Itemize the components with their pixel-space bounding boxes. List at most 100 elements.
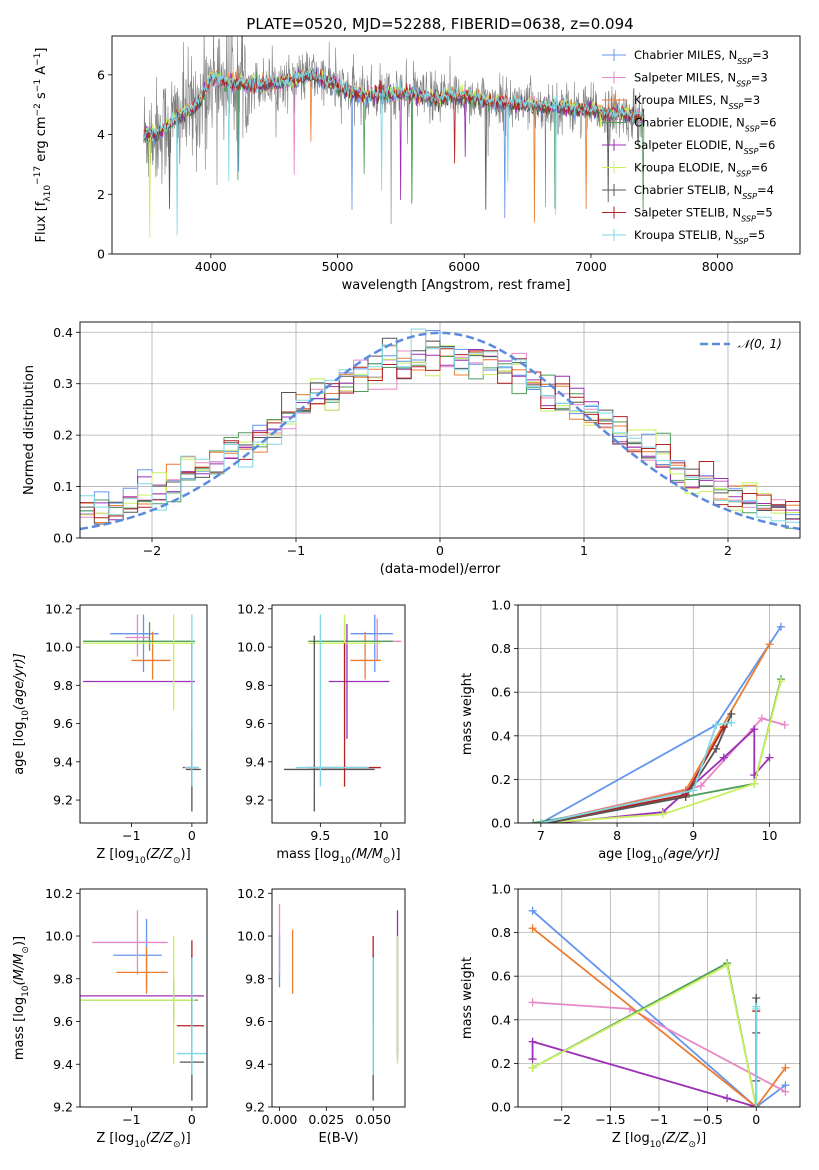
axes-frame (111, 35, 801, 255)
series-salpeter-elodie (531, 1040, 757, 1107)
x-tick-label: −1.5 (595, 1112, 625, 1127)
y-tick-label: 9.6 (53, 716, 73, 731)
y-tick-label: 1.0 (491, 882, 511, 897)
series-kroupa-stelib (540, 721, 732, 823)
x-tick-label: 0.000 (262, 1112, 298, 1127)
legend-label-salpeter-elodie: Salpeter ELODIE, NSSP=6 (634, 138, 775, 156)
panel-age-vs-Z: −1 09.29.49.69.810.010.2Z [log10(Z/Z⊙)]ag… (12, 601, 208, 866)
y-axis-label-part: (M/M (12, 954, 27, 986)
marker-kroupa-stelib (752, 1103, 761, 1107)
series-kroupa-elodie (540, 681, 782, 823)
legend-sub: SSP (734, 237, 749, 246)
x-axis-label-part: )] (181, 1131, 191, 1146)
axes-frame (79, 888, 208, 1108)
marker-salpeter-miles (528, 998, 537, 1007)
x-tick-label: −1 (287, 543, 305, 558)
x-axis-label-part: (M/M (351, 847, 383, 862)
marker-kroupa-miles (528, 924, 537, 933)
y-tick-label: 10.0 (237, 929, 265, 944)
x-tick-label: −0.5 (692, 1112, 722, 1127)
y-tick-label: 9.8 (245, 678, 265, 693)
y-tick-label: 10.0 (237, 640, 265, 655)
series-chabrier-elodie (532, 961, 758, 1107)
y-axis-label-part: λ (43, 196, 53, 202)
y-tick-label: 9.6 (53, 1014, 73, 1029)
x-tick-label: 0.050 (355, 1112, 391, 1127)
y-axis-label-part: ] (34, 48, 49, 53)
y-tick-label: 9.4 (245, 754, 265, 769)
x-axis-label-part: )] (696, 1131, 706, 1146)
legend-label-kroupa-elodie: Kroupa ELODIE, NSSP=6 (634, 161, 768, 179)
plot-area (518, 605, 800, 823)
plot-area (284, 614, 402, 812)
y-axis-label: mass weight (460, 673, 475, 755)
series-chabrier-miles (532, 910, 786, 1107)
axes-frame (79, 604, 208, 824)
x-axis-label-part: 10 (651, 856, 663, 866)
x-tick-label: 4000 (195, 259, 227, 274)
x-tick-label: −1 (650, 1112, 668, 1127)
x-axis-label-part: (Z/Z (146, 847, 174, 862)
marker-chabrier-stelib (544, 819, 553, 823)
marker-salpeter-miles (696, 781, 705, 790)
x-axis-label-part: Z [log (612, 1131, 650, 1146)
legend-sub: SSP (737, 57, 752, 66)
marker-salpeter-elodie (723, 1094, 732, 1103)
marker-kroupa-elodie (750, 779, 759, 788)
marker-chabrier-miles (528, 906, 537, 915)
marker-kroupa-elodie (528, 1063, 537, 1072)
x-axis-label-part: )] (181, 847, 191, 862)
y-tick-label: 10.2 (45, 601, 73, 616)
y-tick-label: 0.2 (491, 1056, 511, 1071)
panel-spectrum: 4000 5000 6000 7000 8000 0 2 4 6 wavelength [Angs… (33, 35, 801, 293)
y-tick-label: 9.2 (53, 1100, 73, 1115)
series-chabrier-miles (540, 626, 782, 823)
y-tick-label: 9.2 (53, 793, 73, 808)
x-axis-label-part: ⊙ (688, 1140, 696, 1150)
y-axis-label-part: (age/yr)] (12, 653, 27, 710)
marker-kroupa-elodie (776, 677, 785, 686)
y-tick-label: 9.2 (245, 1100, 265, 1115)
marker-salpeter-miles (757, 714, 766, 723)
x-axis-label-part: ⊙ (173, 856, 181, 866)
y-tick-label: 2 (97, 187, 105, 202)
x-axis-label-part: (age/yr)] (663, 847, 720, 862)
legend-label-chabrier-stelib: Chabrier STELIB, NSSP=4 (634, 183, 774, 201)
x-axis-label-part: 10 (340, 856, 352, 866)
panel-weight-vs-Z: −2 −1.5 −1 −0.5 0 0.0 0.2 0.4 0.6 0.8 1.0 Z [log10(… (460, 882, 801, 1150)
y-axis-label: age [log10(age/yr)] (12, 653, 31, 775)
marker-salpeter-miles (781, 1087, 790, 1096)
y-tick-label: 0.8 (491, 925, 511, 940)
x-tick-label: 10 (373, 828, 389, 843)
marker-kroupa-stelib (727, 718, 736, 727)
x-tick-label: 9.5 (310, 828, 330, 843)
y-tick-label: 0.8 (491, 641, 511, 656)
y-axis-label: Flux [fλ10−17 erg cm−2 s−1 A−1] (33, 48, 53, 243)
figure-title: PLATE=0520, MJD=52288, FIBERID=0638, z=0… (246, 15, 633, 33)
y-axis-label-part: ⊙ (21, 946, 31, 954)
y-axis-label-part: mass [log (12, 997, 27, 1060)
x-axis-label: E(B-V) (318, 1131, 358, 1146)
legend-label-kroupa-miles: Kroupa MILES, NSSP=3 (634, 93, 760, 111)
y-tick-label: 0 (97, 247, 105, 262)
y-axis-label-part: −1 (33, 53, 43, 66)
legend-label-chabrier-miles: Chabrier MILES, NSSP=3 (634, 48, 769, 66)
y-tick-label: 9.2 (245, 793, 265, 808)
x-axis-label-part: Z [log (96, 847, 134, 862)
x-axis-label-part: Z [log (96, 1131, 134, 1146)
x-tick-label: 7000 (575, 259, 607, 274)
x-axis-label: (data-model)/error (380, 562, 501, 577)
x-axis-label-part: (Z/Z (146, 1131, 174, 1146)
marker-salpeter-elodie (528, 1037, 537, 1046)
marker-salpeter-elodie (719, 753, 728, 762)
y-tick-label: 10.0 (45, 640, 73, 655)
legend-label-salpeter-miles: Salpeter MILES, NSSP=3 (634, 71, 768, 89)
y-tick-label: 9.6 (245, 1014, 265, 1029)
legend-n: =5 (748, 228, 765, 242)
legend-sub: SSP (736, 169, 751, 178)
plot-area (278, 903, 399, 1101)
plot-area (83, 614, 201, 812)
y-tick-label: 10.0 (45, 929, 73, 944)
legend-label-kroupa-stelib: Kroupa STELIB, NSSP=5 (634, 228, 765, 246)
